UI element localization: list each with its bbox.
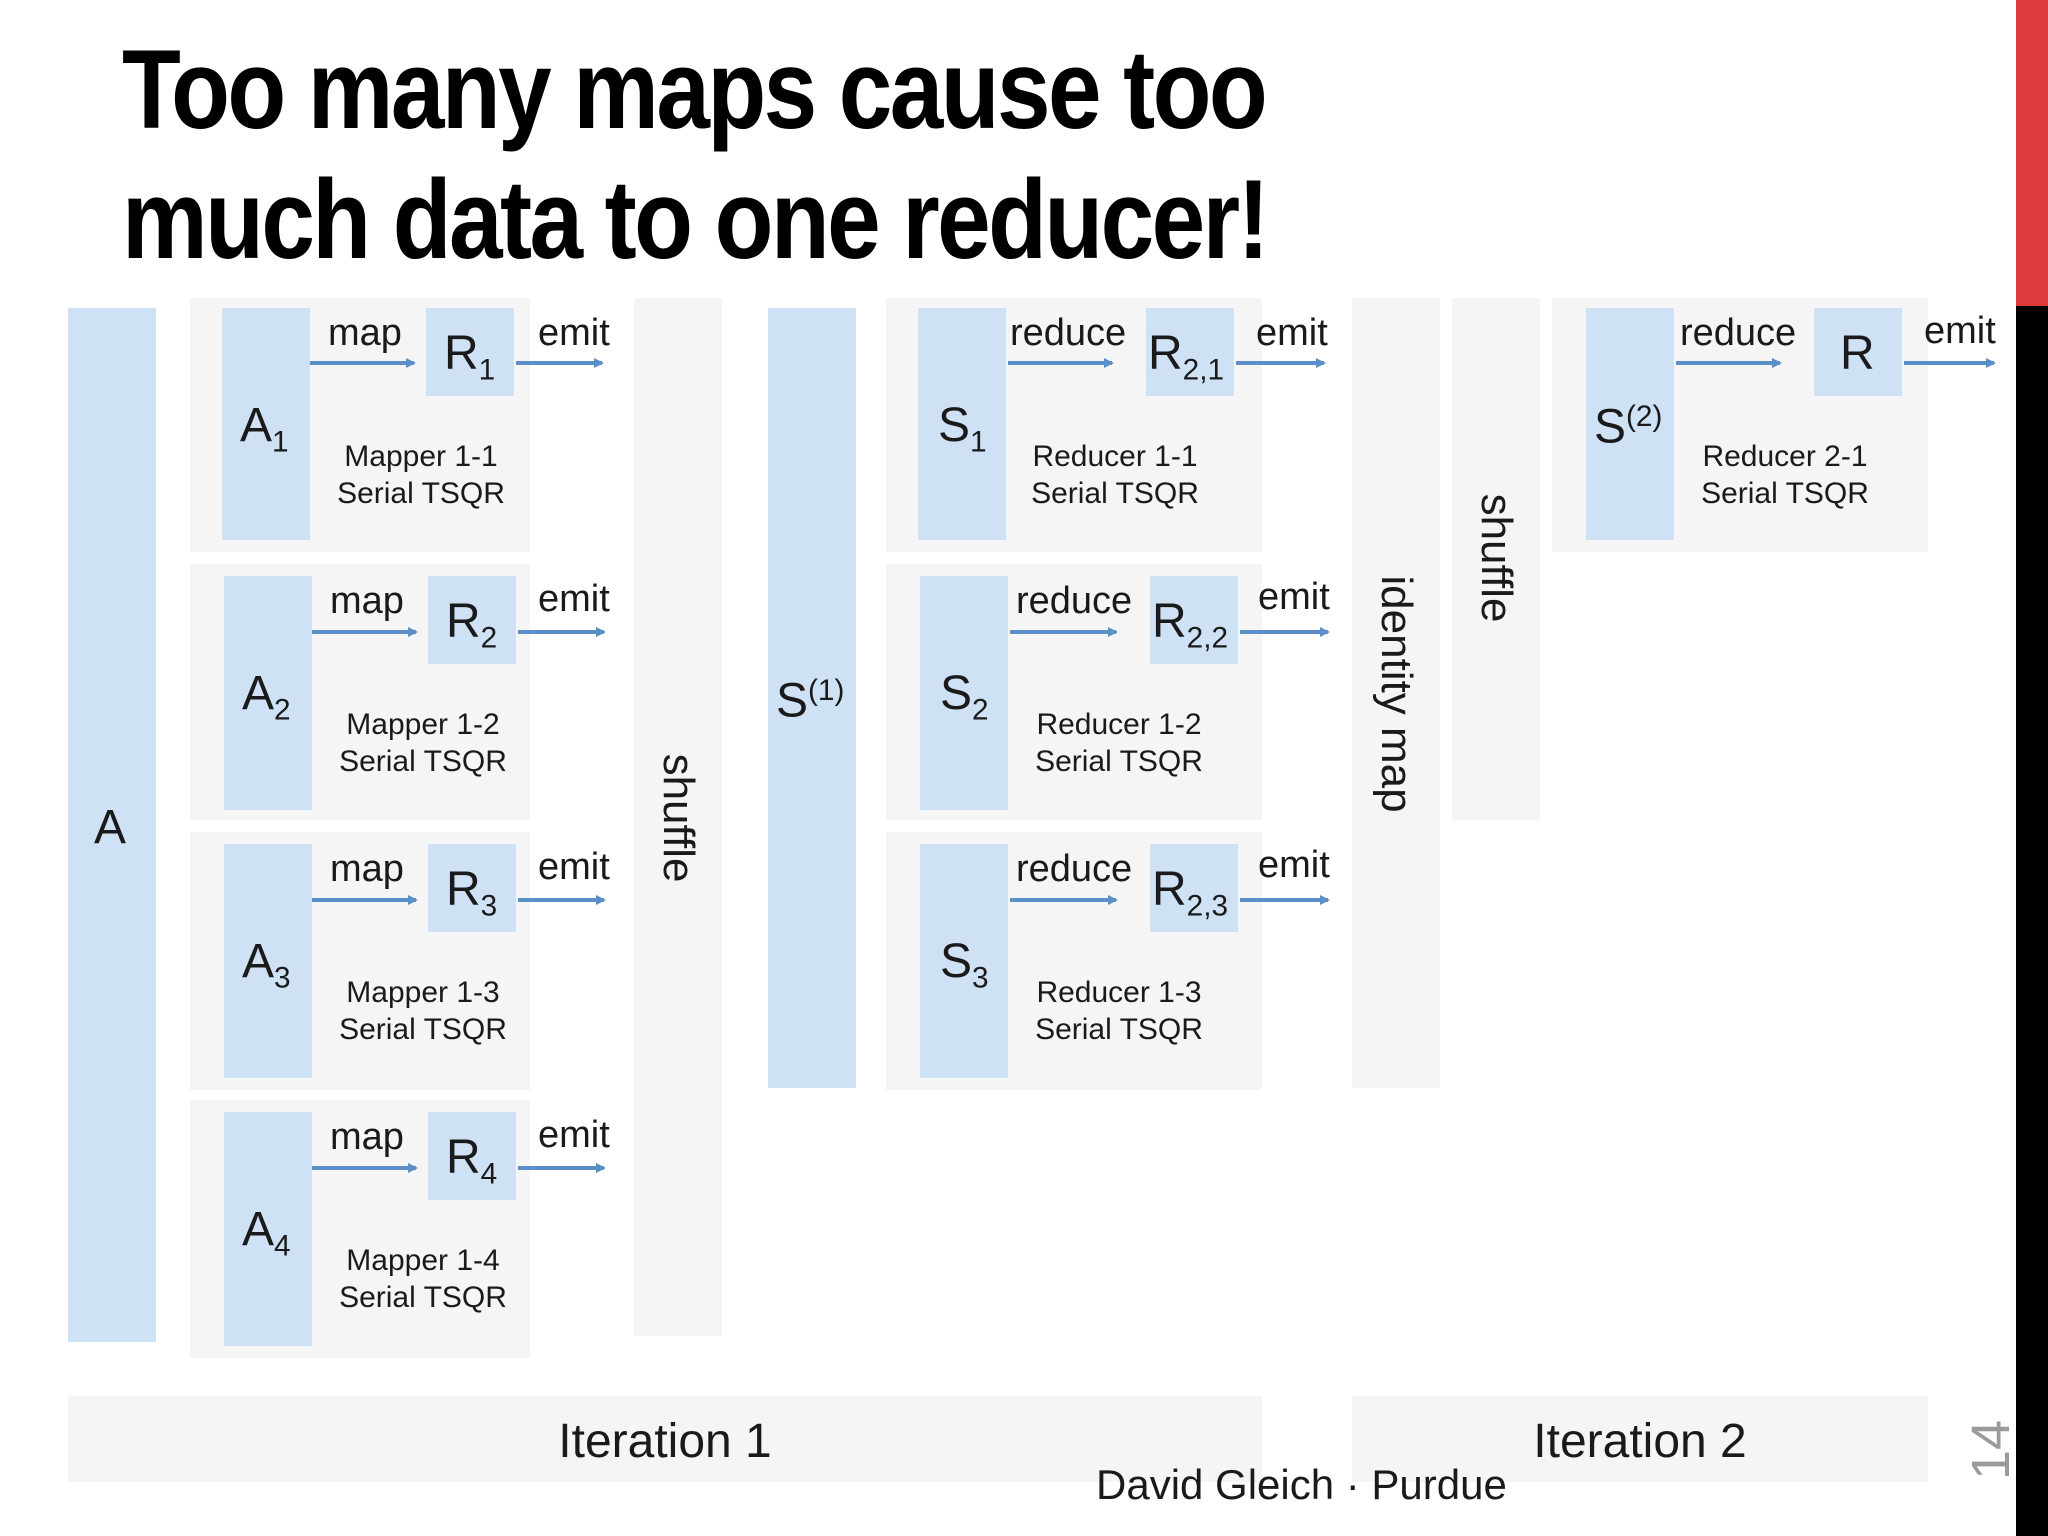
mapper-4-caption: Mapper 1-4 Serial TSQR (339, 1244, 507, 1314)
shuffle-2-label: shuffle (1472, 493, 1521, 623)
reducer-1-3-caption: Reducer 1-3 Serial TSQR (1035, 976, 1203, 1046)
a1-block (222, 308, 310, 540)
r1-block (426, 308, 514, 396)
r2-block (428, 576, 516, 664)
iteration-2-bar (1352, 1396, 1928, 1482)
r-final-block (1814, 308, 1902, 396)
a2-block (224, 576, 312, 810)
shuffle-panel-2 (1452, 298, 1540, 820)
slide-title-line-2: much data to one reducer! (122, 157, 1270, 282)
a3-block (224, 844, 312, 1078)
s-2-label: S2 (940, 667, 989, 727)
a3-label: A3 (242, 935, 291, 995)
r2-label: R2 (446, 595, 498, 655)
map-label-2: map (330, 580, 404, 622)
a4-block (224, 1112, 312, 1346)
iteration-1-label: Iteration 1 (558, 1415, 772, 1468)
emit-label-4: emit (538, 1114, 610, 1156)
emit-label-r1: emit (1256, 312, 1328, 354)
a4-label: A4 (242, 1203, 291, 1263)
mapper-3-caption: Mapper 1-3 Serial TSQR (339, 976, 507, 1046)
emit-label-r3: emit (1258, 844, 1330, 886)
r3-block (428, 844, 516, 932)
s1-matrix-label: S(1) (776, 674, 845, 728)
reduce-label-final: reduce (1680, 312, 1797, 354)
iteration-2-label: Iteration 2 (1533, 1415, 1747, 1468)
emit-label-2: emit (538, 578, 610, 620)
accent-bar-red (2016, 0, 2048, 306)
r21-label: R2,1 (1148, 327, 1225, 387)
map-label-4: map (330, 1116, 404, 1158)
r23-block (1150, 844, 1238, 932)
accent-bar-black (2016, 306, 2048, 1536)
matrix-a-block (68, 308, 156, 1342)
reduce-label-1: reduce (1010, 312, 1127, 354)
iteration-1-bar (68, 1396, 1262, 1482)
reduce-label-3: reduce (1016, 848, 1133, 890)
s2-matrix-block (1586, 308, 1674, 540)
s-3-block (920, 844, 1008, 1078)
r23-label: R2,3 (1152, 863, 1229, 923)
shuffle-1-label: shuffle (654, 753, 703, 883)
reduce-label-2: reduce (1016, 580, 1133, 622)
mapper-2-caption: Mapper 1-2 Serial TSQR (339, 708, 507, 778)
r22-block (1150, 576, 1238, 664)
map-label-3: map (330, 848, 404, 890)
r3-label: R3 (446, 863, 498, 923)
a1-label: A1 (240, 399, 289, 459)
reducer-1-1-caption: Reducer 1-1 Serial TSQR (1031, 440, 1199, 510)
matrix-a-label: A (94, 801, 127, 854)
s-1-block (918, 308, 1006, 540)
reducer-1-2-caption: Reducer 1-2 Serial TSQR (1035, 708, 1203, 778)
emit-label-final: emit (1924, 310, 1996, 352)
emit-label-3: emit (538, 846, 610, 888)
s-3-label: S3 (940, 935, 989, 995)
r21-block (1146, 308, 1234, 396)
emit-label-1: emit (538, 312, 610, 354)
r22-label: R2,2 (1152, 595, 1229, 655)
identity-map-panel (1352, 298, 1440, 1088)
s1-matrix-block (768, 308, 856, 1088)
reducer-2-1-caption: Reducer 2-1 Serial TSQR (1701, 440, 1869, 510)
map-label-1: map (328, 312, 402, 354)
s-2-block (920, 576, 1008, 810)
r1-label: R1 (444, 327, 496, 387)
r4-label: R4 (446, 1131, 498, 1191)
emit-label-r2: emit (1258, 576, 1330, 618)
s-1-label: S1 (938, 399, 987, 459)
r4-block (428, 1112, 516, 1200)
s2-matrix-label: S(2) (1594, 400, 1663, 454)
slide-title-line-1: Too many maps cause too (122, 27, 1268, 152)
page-number: 14 (1961, 1419, 2021, 1481)
r-final-label: R (1840, 327, 1875, 380)
shuffle-panel-1 (634, 298, 722, 1336)
identity-map-label: identity map (1372, 575, 1421, 813)
mapper-1-caption: Mapper 1-1 Serial TSQR (337, 440, 505, 510)
a2-label: A2 (242, 667, 291, 727)
footer-author: David Gleich · Purdue (1096, 1461, 1507, 1508)
